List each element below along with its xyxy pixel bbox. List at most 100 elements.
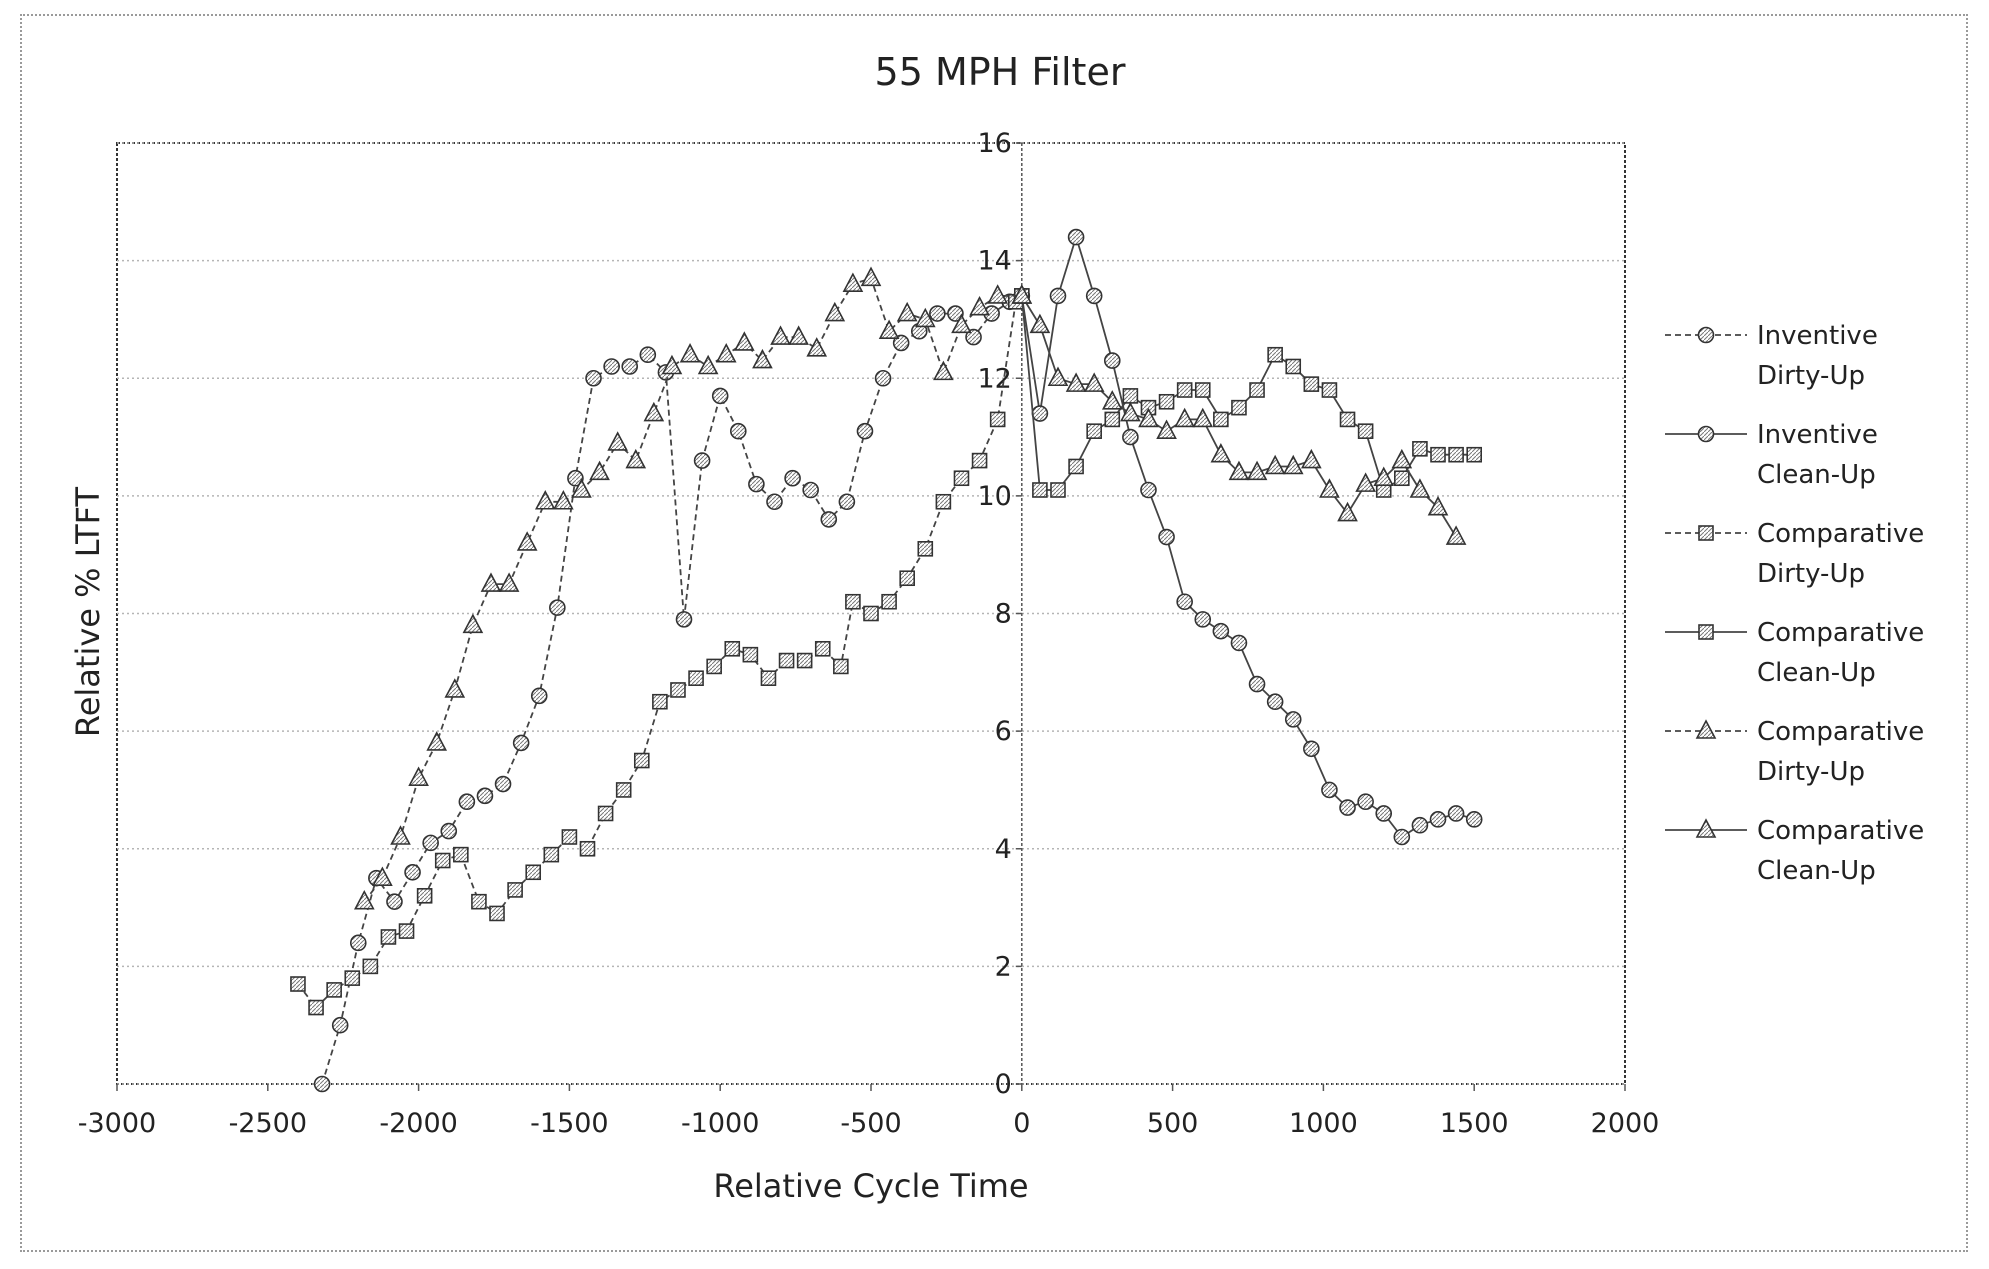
legend-item: Comparative Dirty-Up [1665,519,1924,589]
data-point [326,982,342,998]
data-point [603,358,620,375]
data-point [806,337,828,357]
series-5 [353,266,1033,910]
data-point [1176,382,1193,398]
legend-label-line2: Dirty-Up [1757,559,1865,589]
data-point [1176,593,1193,611]
data-point [408,766,429,786]
data-point [715,343,737,363]
data-point [1267,346,1283,363]
data-point [1047,366,1069,387]
data-point [953,470,970,487]
chart-title: 55 MPH Filter [875,50,1126,94]
data-point [917,541,934,557]
data-point [742,646,759,663]
legend-item: Comparative Clean-Up [1665,816,1924,886]
legend-label-line1: Inventive [1757,321,1878,351]
legend-label-line1: Comparative [1757,717,1924,747]
grid-lines [116,142,1626,1091]
series-4 [1013,288,1482,498]
data-point [390,825,411,845]
data-point [643,401,665,422]
data-point [706,658,722,675]
data-point [802,481,819,499]
legend-label-line1: Comparative [1757,519,1924,549]
data-point [1339,411,1356,428]
data-point [1282,454,1304,475]
data-point [1337,501,1358,522]
data-point [1231,399,1247,416]
data-point [1264,454,1286,475]
data-point [1248,675,1266,693]
data-point [778,652,795,669]
data-point [1156,419,1177,439]
legend-item: Comparative Clean-Up [1665,618,1924,688]
data-point [969,295,990,316]
y-tick-label: 12 [977,363,1011,394]
data-point [549,599,566,616]
x-tick-label: -500 [840,1108,901,1139]
y-tick-label: 8 [995,599,1012,630]
data-point [748,475,765,493]
legend-marker [1698,525,1714,541]
data-point [693,452,711,469]
series-2 [1013,228,1483,846]
legend-marker [1698,624,1714,640]
data-point [838,493,856,511]
data-point [935,493,952,510]
data-point [971,452,988,469]
data-point [512,734,530,752]
data-point [1120,401,1141,422]
data-point [1210,442,1232,463]
data-point [1430,446,1446,463]
data-point [1301,448,1322,469]
data-point [1394,470,1410,487]
data-point [422,834,439,852]
data-point [530,687,548,705]
data-point [589,460,610,481]
data-point [1103,352,1121,369]
data-point [675,611,693,628]
data-point [814,640,831,657]
legend-marker [1697,326,1715,344]
data-point [1357,793,1374,811]
data-point [567,469,584,487]
data-point [1138,407,1159,428]
data-point [1357,423,1374,439]
y-tick-label: 6 [995,716,1012,747]
data-point [426,731,448,751]
data-point [670,682,686,698]
data-point [313,1075,331,1093]
data-point [724,640,741,657]
data-point [1246,460,1268,481]
data-point [733,331,755,351]
legend-label-line2: Dirty-Up [1757,757,1865,787]
data-point [652,693,668,710]
data-point [760,670,777,686]
data-point [1192,407,1214,428]
data-point [543,846,560,863]
data-point [404,863,421,881]
data-point [372,866,393,886]
data-point [331,1016,349,1034]
data-point [1391,448,1413,469]
data-point [1447,805,1465,822]
data-point [899,570,915,587]
data-point [607,431,628,451]
legend-item: Inventive Dirty-Up [1665,321,1878,391]
data-point [1174,407,1195,428]
data-point [1011,284,1033,304]
legend-item: Inventive Clean-Up [1665,420,1878,490]
data-point [1321,382,1338,398]
data-point [1445,525,1467,545]
data-point [1049,287,1067,305]
data-point [1083,372,1105,392]
data-point [1029,313,1051,334]
y-axis-tick-labels: 0 2 4 6 8 10 12 14 16 [977,128,1011,1100]
data-point [1285,358,1302,375]
y-tick-label: 14 [977,246,1011,277]
data-point [498,572,520,592]
data-point [929,305,946,322]
data-point [471,893,487,910]
data-point [1321,781,1338,799]
